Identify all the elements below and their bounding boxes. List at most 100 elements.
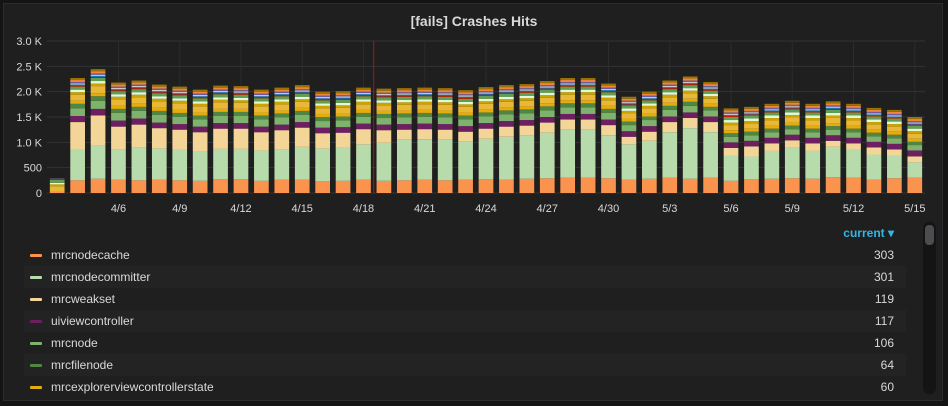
bar-segment[interactable] bbox=[254, 93, 269, 95]
bar-segment[interactable] bbox=[560, 129, 576, 178]
bar-segment[interactable] bbox=[805, 128, 821, 133]
bar-segment[interactable] bbox=[172, 112, 188, 117]
bar-segment[interactable] bbox=[825, 126, 841, 130]
bar-segment[interactable] bbox=[458, 179, 473, 193]
bar-segment[interactable] bbox=[213, 108, 228, 112]
bar-segment[interactable] bbox=[887, 178, 902, 193]
bar-segment[interactable] bbox=[784, 125, 800, 130]
bar-segment[interactable] bbox=[887, 149, 902, 156]
bar-segment[interactable] bbox=[805, 107, 821, 110]
bar-segment[interactable] bbox=[744, 112, 759, 114]
bar-segment[interactable] bbox=[151, 93, 167, 97]
bar-segment[interactable] bbox=[70, 89, 85, 93]
bar-segment[interactable] bbox=[376, 130, 392, 143]
bar-segment[interactable] bbox=[254, 96, 269, 98]
bar-segment[interactable] bbox=[846, 128, 861, 133]
bar-segment[interactable] bbox=[641, 98, 657, 100]
bar-segment[interactable] bbox=[580, 92, 596, 95]
bar-segment[interactable] bbox=[335, 97, 351, 99]
bar-segment[interactable] bbox=[90, 69, 106, 72]
bar-segment[interactable] bbox=[315, 95, 331, 97]
bar-segment[interactable] bbox=[519, 92, 535, 96]
bar-segment[interactable] bbox=[356, 87, 371, 90]
bar-segment[interactable] bbox=[274, 110, 290, 114]
bar-segment[interactable] bbox=[519, 95, 535, 99]
bar-segment[interactable] bbox=[294, 110, 310, 115]
bar-segment[interactable] bbox=[315, 133, 331, 149]
bar-segment[interactable] bbox=[764, 132, 780, 138]
bar-segment[interactable] bbox=[254, 103, 269, 107]
bar-segment[interactable] bbox=[887, 126, 902, 132]
bar-segment[interactable] bbox=[417, 101, 433, 105]
bar-segment[interactable] bbox=[233, 128, 249, 149]
bar-segment[interactable] bbox=[866, 129, 882, 133]
bar-segment[interactable] bbox=[90, 178, 106, 193]
bar-segment[interactable] bbox=[682, 178, 698, 193]
bar-segment[interactable] bbox=[560, 89, 576, 93]
bar-segment[interactable] bbox=[764, 115, 780, 119]
series-color-swatch[interactable] bbox=[30, 342, 42, 345]
bar-segment[interactable] bbox=[437, 139, 453, 181]
bar-segment[interactable] bbox=[682, 112, 698, 119]
bar-segment[interactable] bbox=[887, 109, 902, 112]
bar-segment[interactable] bbox=[744, 115, 759, 119]
bar-segment[interactable] bbox=[560, 113, 576, 120]
bar-segment[interactable] bbox=[233, 97, 249, 101]
bar-segment[interactable] bbox=[356, 92, 371, 95]
bar-segment[interactable] bbox=[764, 125, 780, 129]
bar-segment[interactable] bbox=[376, 90, 392, 93]
bar-segment[interactable] bbox=[703, 89, 718, 91]
bar-segment[interactable] bbox=[192, 151, 208, 181]
series-color-swatch[interactable] bbox=[30, 320, 42, 323]
bar-segment[interactable] bbox=[151, 92, 167, 94]
bar-segment[interactable] bbox=[478, 98, 494, 102]
bar-segment[interactable] bbox=[192, 132, 208, 152]
bar-segment[interactable] bbox=[580, 129, 596, 178]
bar-segment[interactable] bbox=[805, 103, 821, 106]
bar-segment[interactable] bbox=[907, 138, 923, 142]
bar-segment[interactable] bbox=[907, 156, 923, 163]
bar-segment[interactable] bbox=[131, 94, 147, 98]
bar-segment[interactable] bbox=[376, 96, 392, 98]
bar-segment[interactable] bbox=[478, 109, 494, 113]
bar-segment[interactable] bbox=[662, 94, 678, 98]
bar-segment[interactable] bbox=[478, 128, 494, 139]
bar-segment[interactable] bbox=[744, 113, 759, 115]
bar-segment[interactable] bbox=[825, 103, 841, 106]
legend-item-name[interactable]: mrcnodecommitter bbox=[51, 270, 151, 284]
bar-segment[interactable] bbox=[254, 91, 269, 94]
bar-segment[interactable] bbox=[90, 96, 106, 101]
bar-segment[interactable] bbox=[825, 118, 841, 124]
bar-segment[interactable] bbox=[315, 181, 331, 193]
bar-segment[interactable] bbox=[621, 102, 637, 104]
bar-segment[interactable] bbox=[478, 103, 494, 110]
bar-segment[interactable] bbox=[723, 122, 739, 126]
bar-segment[interactable] bbox=[662, 84, 678, 86]
bar-segment[interactable] bbox=[233, 148, 249, 180]
bar-segment[interactable] bbox=[192, 91, 208, 94]
bar-segment[interactable] bbox=[846, 132, 861, 138]
bar-segment[interactable] bbox=[335, 116, 351, 121]
bar-segment[interactable] bbox=[90, 83, 106, 87]
bar-segment[interactable] bbox=[151, 110, 167, 115]
bar-segment[interactable] bbox=[213, 92, 228, 94]
bar-segment[interactable] bbox=[703, 88, 718, 90]
bar-segment[interactable] bbox=[601, 100, 616, 106]
bar-segment[interactable] bbox=[376, 93, 392, 96]
bar-segment[interactable] bbox=[907, 128, 923, 132]
bar-segment[interactable] bbox=[396, 113, 412, 118]
bar-segment[interactable] bbox=[70, 77, 85, 81]
bar-segment[interactable] bbox=[662, 105, 678, 110]
bar-segment[interactable] bbox=[784, 107, 800, 109]
bar-segment[interactable] bbox=[887, 118, 902, 122]
bar-segment[interactable] bbox=[70, 94, 85, 101]
bar-segment[interactable] bbox=[580, 77, 596, 81]
bar-segment[interactable] bbox=[744, 108, 759, 111]
bar-segment[interactable] bbox=[90, 100, 106, 109]
bar-segment[interactable] bbox=[825, 129, 841, 136]
bar-segment[interactable] bbox=[539, 106, 555, 111]
bar-segment[interactable] bbox=[764, 150, 780, 179]
bar-segment[interactable] bbox=[233, 179, 249, 193]
bar-segment[interactable] bbox=[213, 115, 228, 124]
bar-segment[interactable] bbox=[458, 141, 473, 180]
